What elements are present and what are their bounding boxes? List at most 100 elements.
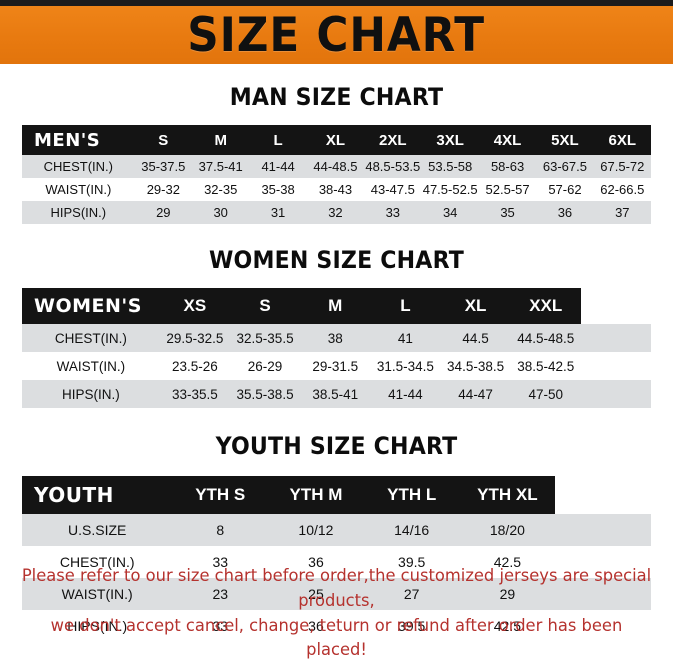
table-row: U.S.SIZE 8 10/12 14/16 18/20 [22, 514, 651, 546]
table-cell: 14/16 [394, 522, 430, 538]
table-cell: 29-31.5 [312, 358, 359, 374]
table-cell: 31 [270, 205, 286, 220]
women-size-header-s: S [259, 296, 271, 315]
table-cell: 38.5-41 [312, 386, 359, 402]
women-size-header-xs: XS [183, 296, 207, 315]
youth-size-header-yth-l: YTH L [387, 485, 437, 504]
table-cell: 10/12 [298, 522, 334, 538]
youth-row-label: HIPS(IN.) [67, 618, 128, 634]
table-cell: 32 [328, 205, 343, 220]
table-cell: 53.5-58 [428, 159, 473, 174]
table-cell: 34 [442, 205, 458, 220]
table-row: CHEST(IN.) 35-37.5 37.5-41 41-44 44-48.5 48.5… [22, 155, 651, 178]
women-size-header-m: M [328, 296, 343, 315]
table-cell: 43-47.5 [370, 182, 415, 197]
man-section-title: MAN SIZE CHART [229, 83, 444, 111]
table-cell-spacer [581, 380, 651, 408]
table-row: CHEST(IN.) 29.5-32.5 32.5-35.5 38 41 44.5 44.5… [22, 324, 651, 352]
table-cell: 47-50 [528, 386, 563, 402]
footer-line-2: we don't accept cancel, change, teturn o… [50, 615, 623, 661]
table-cell: 23 [212, 586, 229, 602]
table-row: HIPS(IN.) 33 36 39.5 42.5 [22, 610, 651, 642]
youth-section-title: YOUTH SIZE CHART [215, 432, 458, 460]
table-cell: 35 [500, 205, 515, 220]
table-cell: 34.5-38.5 [447, 358, 505, 374]
women-size-table: WOMEN'S XS S M L XL XXL CHEST(IN.) 29.5-32.5 32.5… [22, 288, 651, 408]
youth-row-label: U.S.SIZE [68, 522, 127, 538]
youth-size-table: YOUTH YTH S YTH M YTH L YTH XL U.S.SIZE 8 10/12… [22, 476, 651, 642]
man-size-header-m: M [214, 131, 227, 149]
table-cell: 62-66.5 [600, 182, 645, 197]
man-size-header-6xl: 6XL [608, 131, 637, 149]
women-size-header-l: L [400, 296, 411, 315]
table-cell: 8 [216, 522, 225, 538]
man-size-chart-wrapper: MEN'S S M L XL 2XL 3XL 4XL 5XL 6XL CHEST(IN.) 35-37… [22, 125, 651, 224]
table-cell: 41-44 [388, 386, 423, 402]
table-cell: 29.5-32.5 [166, 330, 224, 346]
table-cell-spacer [555, 514, 651, 546]
table-cell: 47.5-52.5 [422, 182, 478, 197]
youth-header-spacer [555, 476, 651, 514]
women-size-chart-wrapper: WOMEN'S XS S M L XL XXL CHEST(IN.) 29.5-32.5 32.5… [22, 288, 651, 408]
table-cell: 33 [385, 205, 401, 220]
table-cell: 67.5-72 [600, 159, 645, 174]
table-row: WAIST(IN.) 23 25 27 29 [22, 578, 651, 610]
table-cell: 23.5-26 [171, 358, 218, 374]
women-size-header-xxl: XXL [529, 296, 563, 315]
table-cell: 18/20 [489, 522, 525, 538]
table-cell: 37.5-41 [198, 159, 243, 174]
table-cell: 44-47 [458, 386, 493, 402]
man-size-header-4xl: 4XL [493, 131, 522, 149]
table-cell: 32.5-35.5 [236, 330, 294, 346]
youth-size-chart-wrapper: YOUTH YTH S YTH M YTH L YTH XL U.S.SIZE 8 10/12… [22, 476, 651, 642]
table-cell: 44-48.5 [313, 159, 358, 174]
women-header-row: WOMEN'S XS S M L XL XXL [22, 288, 651, 324]
youth-size-header-yth-m: YTH M [289, 485, 343, 504]
footer-line-1: Please refer to our size chart before or… [21, 566, 652, 612]
size-chart-banner: SIZE CHART [0, 6, 673, 67]
table-row: HIPS(IN.) 29 30 31 32 33 34 35 36 37 [22, 201, 651, 224]
table-cell: 31.5-34.5 [376, 358, 434, 374]
women-section-title: WOMEN SIZE CHART [208, 246, 465, 274]
table-cell: 26-29 [247, 358, 283, 374]
table-cell: 32-35 [204, 182, 238, 197]
table-cell-spacer [581, 352, 651, 380]
table-cell: 41 [397, 330, 413, 346]
table-cell: 52.5-57 [485, 182, 530, 197]
man-size-header-5xl: 5XL [551, 131, 579, 149]
table-cell: 29 [499, 586, 516, 602]
table-cell: 42.5 [493, 554, 522, 570]
table-cell: 38 [327, 330, 343, 346]
women-row-label: CHEST(IN.) [54, 330, 127, 346]
youth-size-header-yth-s: YTH S [195, 485, 246, 504]
man-size-header-3xl: 3XL [436, 131, 464, 149]
table-cell: 36 [308, 618, 324, 634]
women-row-label: HIPS(IN.) [62, 386, 120, 402]
table-row: WAIST(IN.) 23.5-26 26-29 29-31.5 31.5-34.5 34… [22, 352, 651, 380]
top-rule [0, 0, 673, 6]
table-cell: 25 [308, 586, 324, 602]
man-row-label: CHEST(IN.) [43, 159, 113, 174]
man-size-header-l: L [273, 131, 283, 149]
table-cell: 35-38 [261, 182, 295, 197]
table-cell: 35-37.5 [141, 159, 186, 174]
table-cell-spacer [581, 324, 651, 352]
man-size-table: MEN'S S M L XL 2XL 3XL 4XL 5XL 6XL CHEST(IN.) 35-37… [22, 125, 651, 224]
table-cell: 35.5-38.5 [236, 386, 294, 402]
man-size-header-xl: XL [325, 131, 346, 149]
table-cell: 33 [212, 618, 229, 634]
table-cell: 36 [308, 554, 324, 570]
youth-row-label: WAIST(IN.) [61, 586, 133, 602]
page-title: SIZE CHART [187, 7, 486, 63]
man-header-row: MEN'S S M L XL 2XL 3XL 4XL 5XL 6XL [22, 125, 651, 155]
table-cell: 58-63 [490, 159, 525, 174]
footer-disclaimer: Please refer to our size chart before or… [0, 564, 673, 663]
women-size-header-xl: XL [464, 296, 487, 315]
youth-row-label: CHEST(IN.) [59, 554, 135, 570]
table-cell: 38-43 [318, 182, 353, 197]
table-cell: 48.5-53.5 [365, 159, 421, 174]
table-cell: 27 [403, 586, 420, 602]
table-cell: 42.5 [493, 618, 522, 634]
table-cell: 36 [557, 205, 573, 220]
man-row-label-header: MEN'S [34, 129, 101, 151]
